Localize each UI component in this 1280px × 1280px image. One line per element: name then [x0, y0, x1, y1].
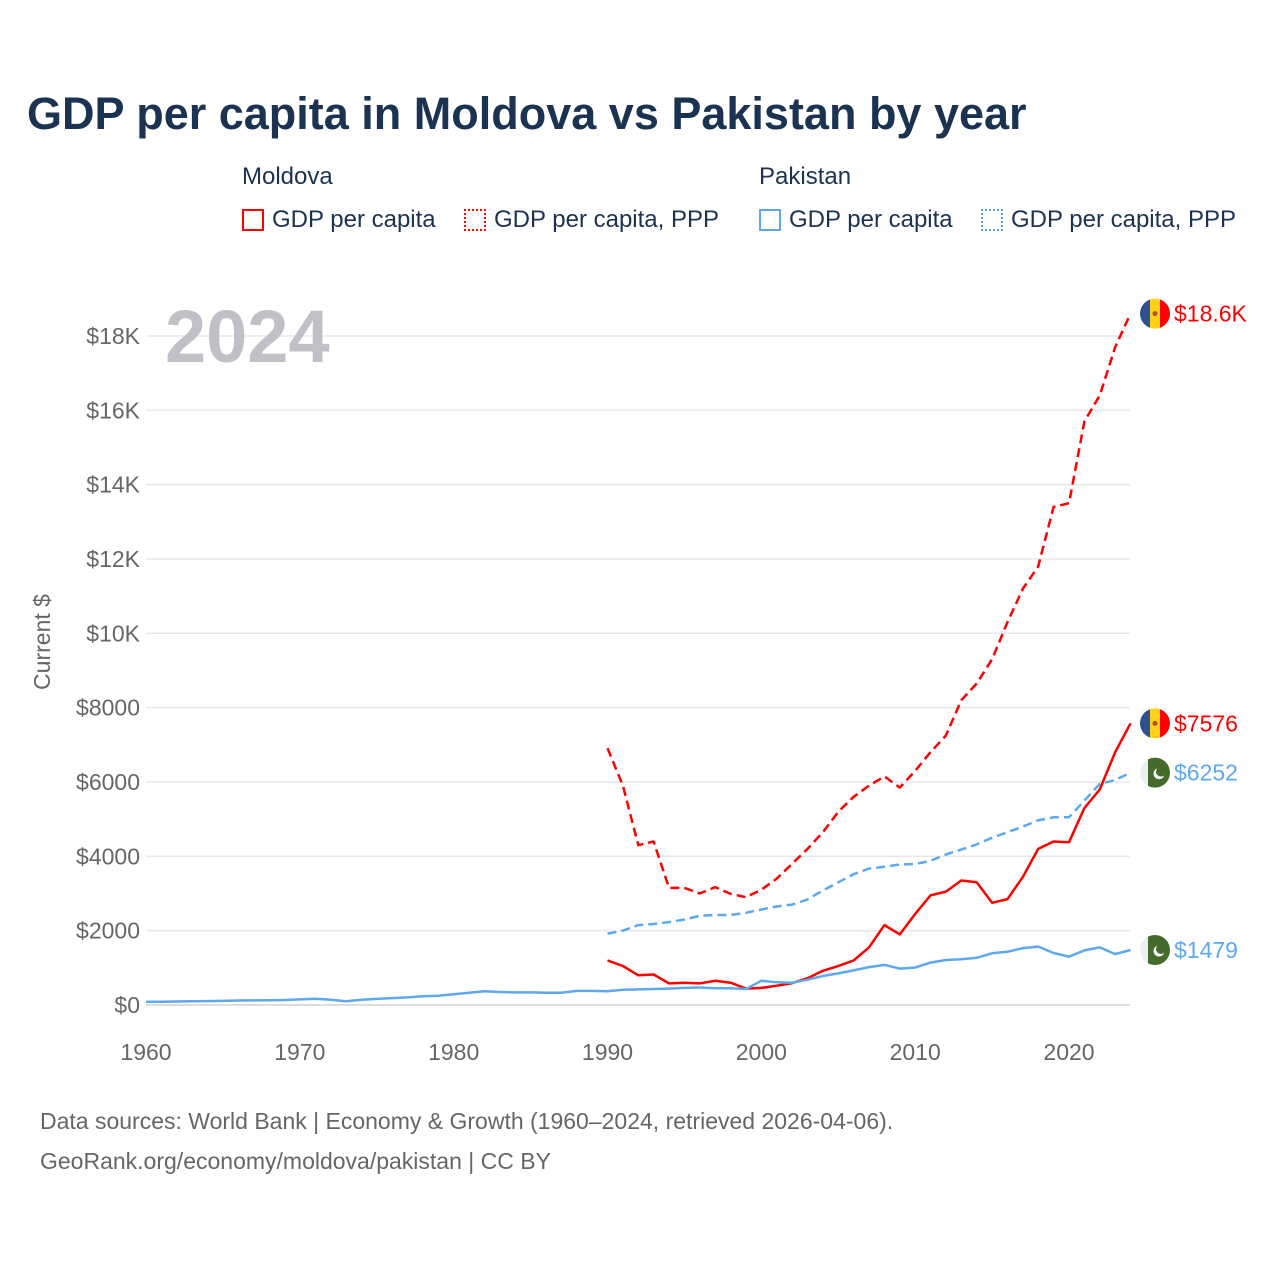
legend-pakistan-ppp[interactable]: GDP per capita, PPP	[981, 206, 1236, 234]
y-tick-label: $8000	[76, 695, 140, 721]
year-watermark: 2024	[165, 295, 330, 378]
series-line-moldova-gdp-per-capita	[607, 722, 1132, 990]
legend-moldova-gdp[interactable]: GDP per capita	[242, 206, 436, 234]
moldova-flag-icon	[1140, 298, 1170, 329]
chart-title: GDP per capita in Moldova vs Pakistan by…	[27, 88, 1027, 139]
end-marker-moldova	[1140, 298, 1170, 329]
x-tick-label: 1960	[120, 1039, 171, 1065]
y-tick-label: $16K	[86, 397, 140, 423]
footer-link[interactable]: GeoRank.org/economy/moldova/pakistan | C…	[40, 1148, 551, 1174]
legend-label: GDP per capita	[789, 206, 953, 233]
y-axis-label: Current $	[29, 594, 55, 690]
x-tick-label: 1970	[274, 1039, 325, 1065]
y-tick-label: $4000	[76, 843, 140, 869]
end-value-label: $18.6K	[1174, 301, 1248, 327]
legend-swatch	[981, 209, 1003, 231]
end-value-label: $7576	[1174, 710, 1238, 736]
legend-group-moldova: Moldova	[242, 163, 333, 190]
legend-label: GDP per capita	[272, 206, 436, 233]
y-tick-label: $18K	[86, 323, 140, 349]
x-tick-label: 2020	[1043, 1039, 1094, 1065]
legend-swatch	[242, 209, 264, 231]
series-line-moldova-gdp-per-capita-ppp	[606, 313, 1132, 899]
end-marker-pakistan	[1140, 757, 1170, 788]
pakistan-flag-icon	[1140, 935, 1170, 966]
y-tick-label: $12K	[86, 546, 140, 572]
end-marker-pakistan	[1140, 935, 1170, 966]
pakistan-flag-icon	[1140, 757, 1170, 788]
legend-swatch	[464, 209, 486, 231]
legend-label: GDP per capita, PPP	[494, 206, 719, 233]
moldova-flag-icon	[1140, 708, 1170, 739]
y-tick-label: $0	[114, 992, 140, 1018]
legend-group-pakistan: Pakistan	[759, 163, 852, 190]
x-tick-label: 1990	[582, 1039, 633, 1065]
legend-label: GDP per capita, PPP	[1011, 206, 1236, 233]
y-tick-label: $14K	[86, 472, 140, 498]
end-value-label: $6252	[1174, 760, 1238, 786]
x-tick-label: 2010	[890, 1039, 941, 1065]
end-value-label: $1479	[1174, 937, 1238, 963]
y-tick-label: $10K	[86, 620, 140, 646]
y-tick-label: $2000	[76, 918, 140, 944]
footer-sources: Data sources: World Bank | Economy & Gro…	[40, 1108, 894, 1134]
legend-pakistan-gdp[interactable]: GDP per capita	[759, 206, 953, 234]
series-line-pakistan-gdp-per-capita	[145, 945, 1131, 1004]
legend-swatch	[759, 209, 781, 231]
x-tick-label: 2000	[736, 1039, 787, 1065]
x-tick-label: 1980	[428, 1039, 479, 1065]
end-marker-moldova	[1140, 708, 1170, 739]
series-line-pakistan-gdp-per-capita-ppp	[607, 771, 1132, 935]
y-tick-label: $6000	[76, 769, 140, 795]
legend-moldova-ppp[interactable]: GDP per capita, PPP	[464, 206, 719, 234]
